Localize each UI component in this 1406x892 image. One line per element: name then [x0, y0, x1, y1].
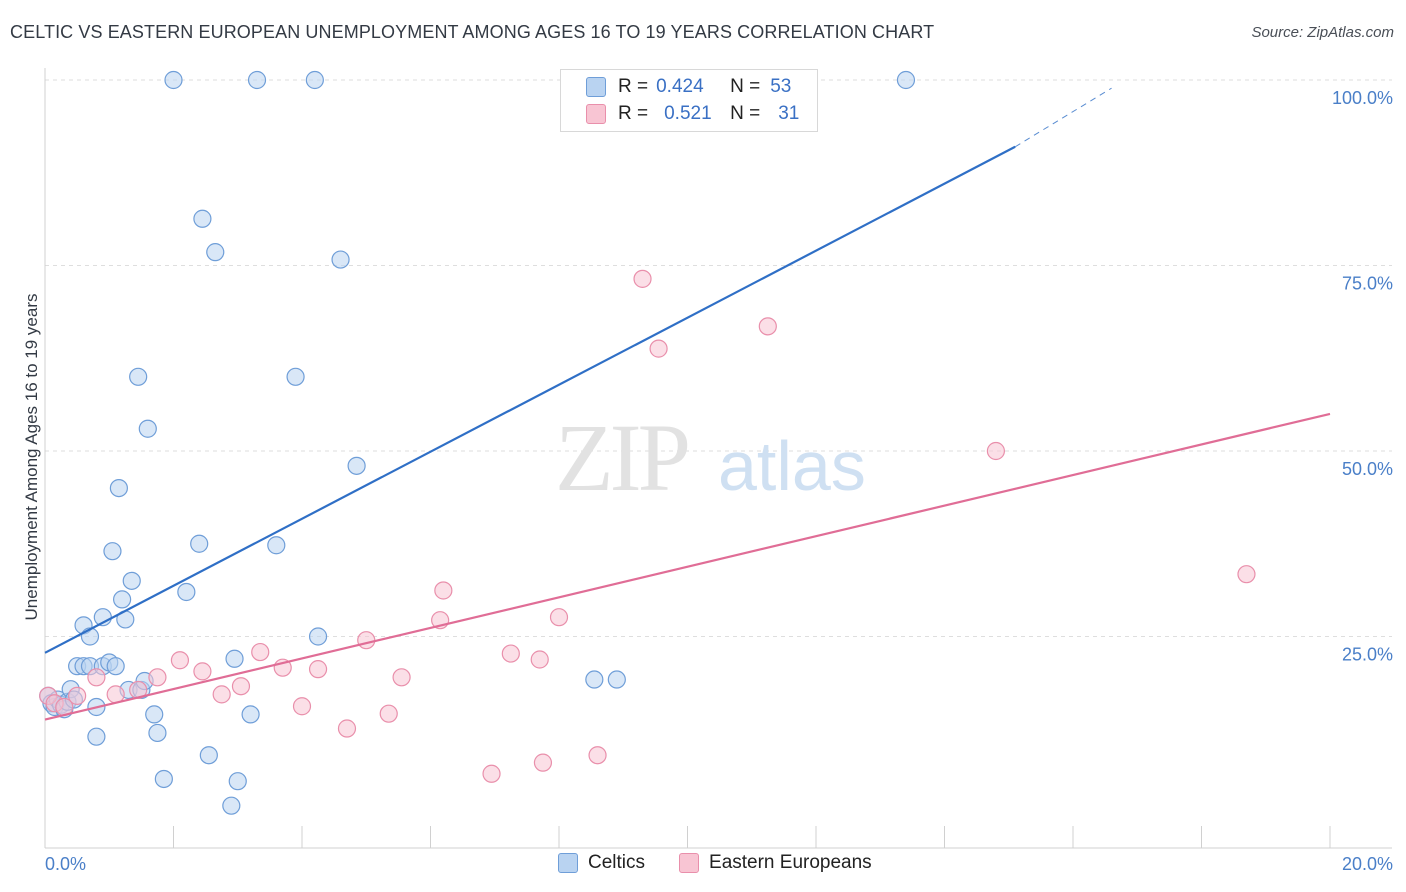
eastern-point: [434, 581, 453, 600]
y-tick-label: 50.0%: [1342, 459, 1393, 479]
r-value: 0.424: [656, 76, 704, 97]
eastern-point: [633, 269, 652, 288]
celtics-point: [206, 243, 225, 262]
eastern-point: [649, 339, 668, 358]
eastern-point: [549, 608, 569, 627]
eastern-point: [170, 651, 190, 670]
eastern-point: [337, 719, 357, 738]
eastern-point: [251, 642, 270, 662]
celtics-point: [585, 670, 604, 689]
celtics-point: [164, 70, 183, 90]
celtics-swatch: [586, 77, 606, 97]
eastern-point: [87, 668, 106, 687]
eastern-point: [148, 668, 167, 687]
eastern-point: [533, 753, 553, 772]
eastern-point: [379, 704, 398, 723]
celtics-point: [193, 209, 212, 228]
celtics-point: [177, 582, 196, 602]
celtics-point: [148, 723, 167, 743]
watermark: ZIP atlas: [555, 404, 866, 511]
y-tick-label: 75.0%: [1342, 274, 1393, 294]
x-tick-label-min: 0.0%: [45, 854, 86, 874]
eastern-trend-line: [44, 412, 1331, 721]
eastern-swatch: [586, 104, 606, 124]
tick-labels: 25.0% 50.0% 75.0% 100.0% 0.0% 20.0%: [45, 88, 1393, 874]
celtics-point: [190, 534, 209, 553]
celtics-point: [347, 456, 366, 475]
n-value: 53: [770, 76, 792, 97]
watermark-atlas: atlas: [718, 427, 866, 505]
celtics-point: [267, 536, 286, 555]
celtics-point: [308, 627, 328, 646]
y-tick-label: 25.0%: [1342, 645, 1393, 665]
celtics-point: [138, 419, 157, 438]
eastern-point: [308, 660, 328, 679]
legend-label-celtics: Celtics: [588, 852, 646, 873]
celtics-point: [129, 367, 148, 386]
eastern-point: [357, 631, 376, 650]
celtics-point: [241, 705, 260, 724]
eastern-legend-swatch: [679, 853, 700, 873]
gridlines: [45, 79, 1392, 637]
legend-label-eastern: Eastern Europeans: [709, 852, 872, 873]
celtics-point: [247, 70, 267, 90]
eastern-point: [292, 697, 312, 716]
celtics-point: [109, 479, 128, 498]
trend-lines: [44, 87, 1331, 721]
legend-item-celtics[interactable]: Celtics: [558, 852, 645, 874]
celtics-point: [225, 649, 244, 668]
r-label: R =: [618, 76, 649, 97]
watermark-zip: ZIP: [555, 404, 688, 511]
celtics-legend-swatch: [558, 853, 578, 873]
celtics-point: [122, 571, 141, 590]
eastern-point: [392, 668, 411, 687]
r-value: 0.521: [664, 103, 712, 124]
celtics-point: [222, 796, 241, 815]
r-label: R =: [618, 103, 649, 124]
celtics-point: [228, 772, 247, 791]
celtics-point: [106, 657, 125, 676]
celtics-trend-line: [44, 145, 1016, 654]
legend-row-eastern: R = 0.521 N = 31: [586, 101, 799, 127]
series-legend: Celtics Eastern Europeans: [558, 852, 906, 874]
celtics-point: [286, 367, 305, 386]
eastern-point: [212, 685, 231, 704]
n-label: N =: [730, 103, 761, 124]
n-label: N =: [730, 76, 761, 97]
eastern-point: [482, 764, 501, 783]
celtics-point: [199, 746, 218, 765]
eastern-point: [530, 650, 549, 669]
y-tick-label: 100.0%: [1332, 88, 1393, 108]
celtics-trend-extension: [1014, 87, 1112, 148]
celtics-point: [145, 705, 164, 724]
legend-row-celtics: R = 0.424 N = 53: [586, 74, 791, 100]
correlation-legend: R = 0.424 N = 53 R = 0.521 N = 31: [560, 69, 818, 132]
eastern-point: [758, 317, 777, 336]
celtics-point: [112, 590, 132, 609]
y-axis-label: Unemployment Among Ages 16 to 19 years: [22, 294, 41, 621]
celtics-point: [305, 70, 324, 90]
celtics-point: [154, 769, 173, 789]
legend-item-eastern[interactable]: Eastern Europeans: [679, 852, 872, 874]
eastern-point: [986, 441, 1006, 461]
celtics-point: [87, 727, 106, 746]
x-tick-label-max: 20.0%: [1342, 854, 1393, 874]
celtics-point: [607, 670, 626, 689]
eastern-point: [231, 677, 251, 696]
data-points: [39, 70, 1256, 815]
axes: [44, 68, 1392, 849]
celtics-point: [896, 70, 916, 90]
eastern-point: [68, 686, 87, 705]
source-credit: Source: ZipAtlas.com: [1251, 24, 1394, 41]
eastern-point: [588, 746, 607, 765]
eastern-point: [193, 662, 212, 681]
chart-title: CELTIC VS EASTERN EUROPEAN UNEMPLOYMENT …: [10, 22, 935, 42]
n-value: 31: [778, 103, 800, 124]
eastern-point: [1237, 565, 1256, 584]
celtics-point: [103, 542, 122, 561]
celtics-point: [331, 250, 350, 269]
eastern-point: [501, 644, 520, 663]
